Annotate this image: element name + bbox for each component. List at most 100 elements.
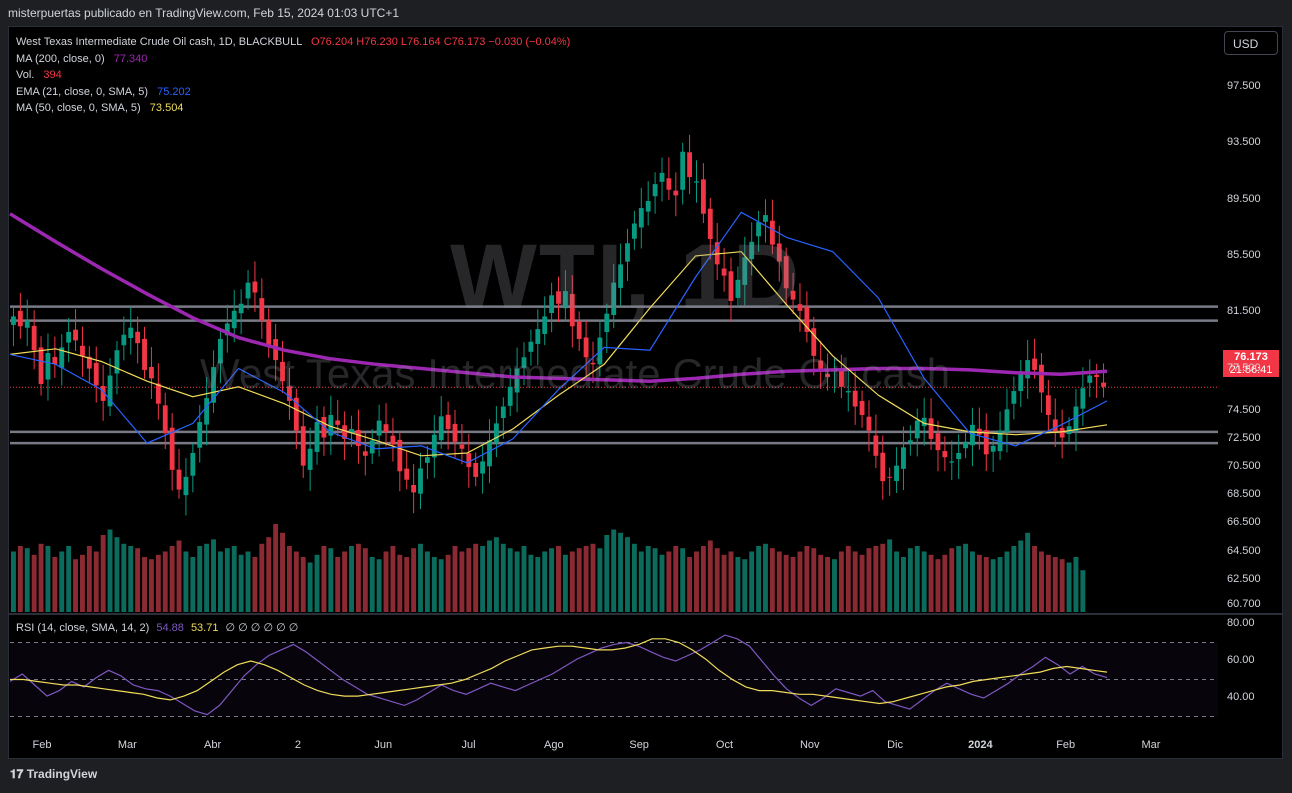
- volume-bar: [307, 562, 313, 612]
- volume-bar: [901, 557, 906, 612]
- candle-body: [1080, 388, 1086, 409]
- candle-body: [11, 316, 16, 325]
- volume-bar: [866, 548, 872, 612]
- candle-body: [300, 426, 306, 466]
- candle-body: [921, 417, 927, 427]
- price-tick-label: 77.500: [1227, 361, 1261, 374]
- volume-bar: [362, 548, 368, 612]
- candle-body: [459, 444, 465, 449]
- candle-body: [804, 307, 810, 332]
- volume-bar: [721, 554, 727, 612]
- volume-bar: [404, 557, 410, 612]
- candle-body: [328, 414, 334, 436]
- candle-body: [687, 152, 693, 178]
- volume-bar: [217, 551, 223, 612]
- candle-body: [135, 331, 141, 344]
- volume-bar: [1059, 559, 1065, 612]
- candle-body: [618, 264, 624, 288]
- volume-bar: [66, 546, 72, 612]
- volume-bar: [79, 554, 85, 612]
- candle-body: [452, 423, 458, 442]
- candle-body: [769, 220, 775, 245]
- volume-bar: [1011, 546, 1017, 612]
- ma50-value: 73.504: [149, 102, 184, 114]
- candle-body: [666, 178, 672, 190]
- candle-body: [742, 257, 748, 285]
- volume-bar: [148, 559, 154, 612]
- candle-body: [1004, 409, 1010, 432]
- candle-body: [142, 338, 147, 370]
- candle-body: [894, 465, 899, 482]
- volume-bar: [107, 529, 113, 612]
- candle-body: [887, 476, 893, 478]
- price-tick-label: 81.500: [1227, 305, 1261, 318]
- candle-body: [776, 243, 782, 262]
- ma200-row[interactable]: MA (200, close, 0) 77.340: [16, 51, 570, 68]
- volume-bar: [390, 546, 396, 612]
- volume-bar: [549, 548, 555, 612]
- volume-bar: [1004, 551, 1010, 612]
- time-tick-label: 2: [294, 739, 301, 751]
- time-tick-label: Nov: [799, 739, 820, 751]
- volume-bar: [190, 557, 196, 612]
- volume-bar: [569, 551, 575, 612]
- ema21-line: [9, 211, 1108, 464]
- candle-body: [445, 414, 451, 430]
- candle-body: [707, 208, 713, 240]
- rsi-tick-label: 80.00: [1227, 617, 1255, 629]
- volume-bar: [169, 546, 175, 612]
- volume-bar: [976, 554, 982, 612]
- tradingview-logo[interactable]: 𝟏𝟕 TradingView: [10, 767, 97, 782]
- candle-body: [942, 451, 948, 458]
- chart-frame[interactable]: [8, 26, 1283, 759]
- volume-bar: [694, 551, 699, 612]
- candle-body: [176, 469, 182, 490]
- volume-bar: [1052, 557, 1058, 612]
- candle-body: [763, 215, 768, 222]
- candle-body: [928, 418, 934, 439]
- candle-body: [438, 416, 444, 441]
- ema21-row[interactable]: EMA (21, close, 0, SMA, 5) 75.202: [16, 84, 570, 101]
- rsi-legend[interactable]: RSI (14, close, SMA, 14, 2) 54.88 53.71 …: [16, 621, 298, 634]
- candle-body: [907, 440, 913, 443]
- volume-bar: [211, 539, 216, 612]
- volume-bar: [556, 546, 561, 612]
- candle-body: [80, 345, 85, 356]
- price-tick-label: 62.500: [1227, 572, 1261, 585]
- symbol-row[interactable]: West Texas Intermediate Crude Oil cash, …: [16, 34, 570, 51]
- candle-body: [473, 463, 479, 477]
- candle-body: [197, 422, 203, 448]
- volume-bar: [604, 535, 610, 612]
- volume-bar: [597, 548, 603, 612]
- candle-body: [604, 313, 610, 332]
- time-tick-label: Mar: [117, 739, 137, 751]
- volume-bar: [376, 559, 382, 612]
- volume-bar: [328, 548, 334, 612]
- candle-body: [1073, 406, 1079, 432]
- volume-bar: [935, 559, 941, 612]
- volume-bar: [500, 543, 506, 612]
- candle-body: [714, 242, 720, 265]
- candle-body: [949, 461, 955, 463]
- candle-body: [293, 397, 299, 431]
- volume-bar: [763, 543, 768, 612]
- time-tick-label: Jun: [374, 739, 393, 751]
- volume-row[interactable]: Vol. 394: [16, 67, 570, 84]
- volume-bar: [562, 554, 568, 612]
- currency-button[interactable]: USD: [1224, 31, 1278, 55]
- volume-bar: [459, 551, 465, 612]
- candle-body: [873, 435, 879, 456]
- candle-body: [1052, 419, 1058, 432]
- price-tick-label: 60.700: [1227, 598, 1261, 610]
- ma50-line: [9, 251, 1108, 457]
- watermark-ticker: WTI, 1D: [450, 226, 802, 328]
- volume-bar: [1080, 570, 1086, 612]
- volume-bar: [542, 551, 548, 612]
- candle-body: [169, 427, 175, 470]
- ma50-row[interactable]: MA (50, close, 0, SMA, 5) 73.504: [16, 100, 570, 117]
- candle-body: [514, 368, 520, 393]
- volume-bar: [949, 548, 955, 612]
- candle-body: [631, 223, 637, 239]
- candle-body: [735, 279, 741, 298]
